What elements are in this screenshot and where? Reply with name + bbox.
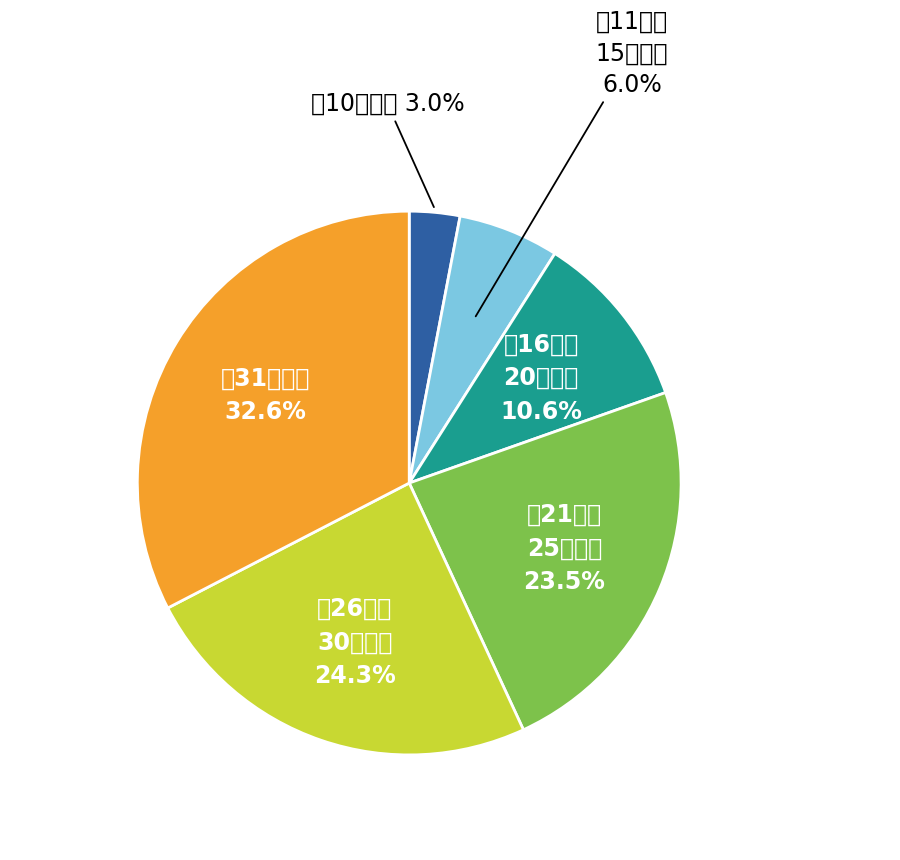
Text: 範26年～
30年以下
24.3%: 範26年～ 30年以下 24.3% xyxy=(314,597,395,688)
Wedge shape xyxy=(410,212,460,483)
Wedge shape xyxy=(167,483,524,755)
Text: 範31年以上
32.6%: 範31年以上 32.6% xyxy=(220,366,310,424)
Wedge shape xyxy=(410,392,681,730)
Text: 範11年～
15年以下
6.0%: 範11年～ 15年以下 6.0% xyxy=(476,9,669,316)
Text: 範10年以下 3.0%: 範10年以下 3.0% xyxy=(310,92,464,207)
Text: 範21年～
25年以下
23.5%: 範21年～ 25年以下 23.5% xyxy=(524,503,606,594)
Wedge shape xyxy=(410,216,555,483)
Text: 範16年～
20年以下
10.6%: 範16年～ 20年以下 10.6% xyxy=(500,333,582,424)
Wedge shape xyxy=(410,254,666,483)
Wedge shape xyxy=(138,212,410,608)
